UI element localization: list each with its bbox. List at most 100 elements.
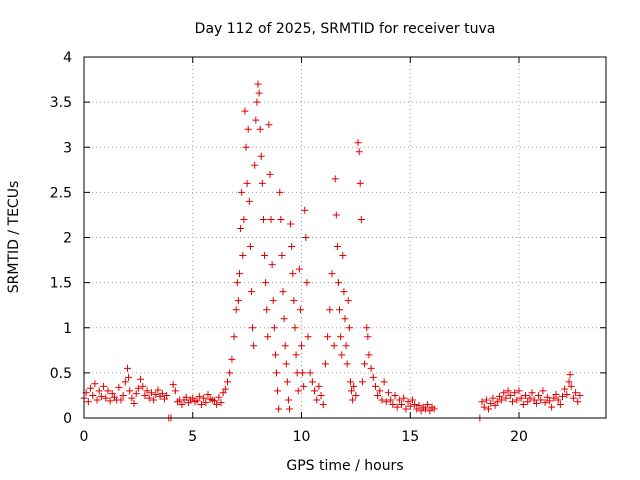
data-point <box>221 385 229 393</box>
data-point <box>337 333 345 341</box>
x-tick-label: 0 <box>80 429 89 445</box>
data-point <box>267 215 275 223</box>
data-point <box>87 384 95 392</box>
data-point <box>290 297 298 305</box>
data-point <box>102 394 110 402</box>
data-point <box>319 400 327 408</box>
data-point <box>574 398 582 406</box>
data-point <box>147 389 155 397</box>
y-tick-label: 2 <box>63 231 72 247</box>
data-point <box>270 324 278 332</box>
data-point <box>124 364 131 372</box>
data-point <box>426 407 434 415</box>
data-point <box>245 197 253 205</box>
data-point <box>303 279 311 287</box>
data-point <box>326 306 334 314</box>
data-point <box>517 394 525 402</box>
data-point <box>246 243 254 251</box>
data-point <box>376 387 384 395</box>
data-point <box>519 400 527 408</box>
y-axis-label: SRMTID / TECUs <box>6 181 22 294</box>
data-point <box>243 179 251 187</box>
data-point <box>215 393 223 401</box>
data-point <box>226 369 234 377</box>
data-point <box>548 403 556 411</box>
data-point <box>125 373 133 381</box>
y-tick-label: 3 <box>63 140 72 156</box>
data-point <box>395 396 403 404</box>
data-point <box>119 391 127 399</box>
data-point <box>478 398 486 406</box>
data-point <box>498 396 506 404</box>
data-point <box>563 391 571 399</box>
data-point <box>493 398 501 406</box>
data-point <box>338 351 346 359</box>
data-point <box>539 387 547 395</box>
data-point <box>317 391 325 399</box>
data-point <box>415 401 423 409</box>
data-point <box>283 378 291 386</box>
y-tick-label: 4 <box>63 50 72 66</box>
data-point <box>339 252 347 260</box>
data-point <box>242 143 250 151</box>
data-point <box>332 211 340 219</box>
data-point <box>100 382 108 390</box>
data-point <box>378 396 386 404</box>
data-point <box>253 98 261 106</box>
data-point <box>417 407 425 415</box>
data-point <box>345 324 353 332</box>
data-point <box>569 394 577 402</box>
data-point <box>213 400 221 408</box>
data-point <box>380 378 388 386</box>
data-point <box>241 107 249 115</box>
data-point <box>301 206 309 214</box>
data-point <box>152 391 160 399</box>
data-point <box>126 387 134 395</box>
data-point <box>178 400 186 408</box>
x-axis-label: GPS time / hours <box>286 458 403 474</box>
data-point <box>513 396 521 404</box>
data-point <box>364 333 372 341</box>
data-point <box>361 360 369 368</box>
data-point <box>565 378 573 386</box>
data-point <box>158 390 166 398</box>
data-point <box>500 389 508 397</box>
data-point <box>406 402 414 410</box>
data-point <box>391 391 399 399</box>
data-point <box>341 315 349 323</box>
data-point <box>300 382 308 390</box>
data-point <box>236 270 244 278</box>
data-point <box>369 373 377 381</box>
data-point <box>200 394 208 402</box>
data-point <box>276 188 284 196</box>
data-point <box>286 405 294 413</box>
data-point <box>97 392 105 400</box>
data-point <box>262 279 270 287</box>
data-point <box>495 392 503 400</box>
data-point <box>355 148 363 156</box>
data-point <box>238 188 246 196</box>
data-point <box>340 288 348 296</box>
y-tick-label: 2.5 <box>50 185 72 201</box>
data-point <box>324 333 332 341</box>
data-point <box>211 397 218 405</box>
data-point <box>182 393 190 401</box>
data-point <box>150 396 158 404</box>
data-point <box>228 355 236 363</box>
data-point <box>258 179 266 187</box>
data-point <box>247 288 255 296</box>
data-point <box>288 243 296 251</box>
data-point <box>550 394 558 402</box>
data-point <box>154 386 162 394</box>
data-point <box>485 405 493 413</box>
data-point <box>171 387 179 395</box>
y-tick-label: 1 <box>63 321 72 337</box>
data-point <box>545 397 553 405</box>
data-point <box>354 139 362 147</box>
data-point <box>331 175 339 183</box>
data-point <box>385 389 392 397</box>
data-point <box>333 243 341 251</box>
data-point <box>576 391 584 399</box>
data-point <box>240 215 248 223</box>
data-point <box>280 315 288 323</box>
